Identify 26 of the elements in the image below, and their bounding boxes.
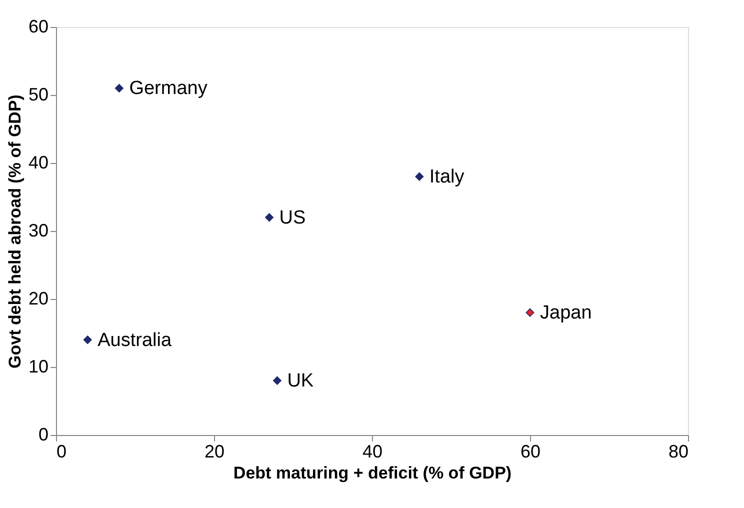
- y-tick-label: 50: [28, 84, 48, 104]
- annotation: Germany: [129, 78, 208, 100]
- x-tick-label: 40: [362, 442, 383, 462]
- y-tick-label: 30: [28, 220, 48, 240]
- point: [526, 308, 534, 317]
- point: [83, 336, 92, 344]
- y-tick-label: 60: [28, 16, 48, 36]
- point: [415, 172, 424, 181]
- point: [265, 213, 274, 222]
- annotation: US: [279, 207, 306, 228]
- annotation: UK: [287, 370, 314, 392]
- y-tick-label: 40: [28, 152, 48, 172]
- y-tick-label: 10: [28, 356, 48, 376]
- point: [114, 84, 124, 92]
- x-tick-label: 0: [56, 442, 67, 462]
- x-tick-label: 20: [204, 442, 225, 462]
- annotation: Italy: [429, 166, 465, 188]
- x-axis-title: Debt maturing + deficit (% of GDP): [233, 464, 512, 482]
- x-tick-label: 80: [668, 442, 688, 462]
- x-tick-label: 60: [520, 442, 541, 462]
- y-tick-label: 0: [38, 424, 48, 444]
- y-axis-title: Govt debt held abroad (% of GDP): [5, 94, 24, 368]
- annotation: Australia: [98, 330, 172, 351]
- point: [272, 376, 282, 385]
- annotation: Japan: [540, 302, 592, 324]
- y-tick-label: 20: [28, 288, 48, 308]
